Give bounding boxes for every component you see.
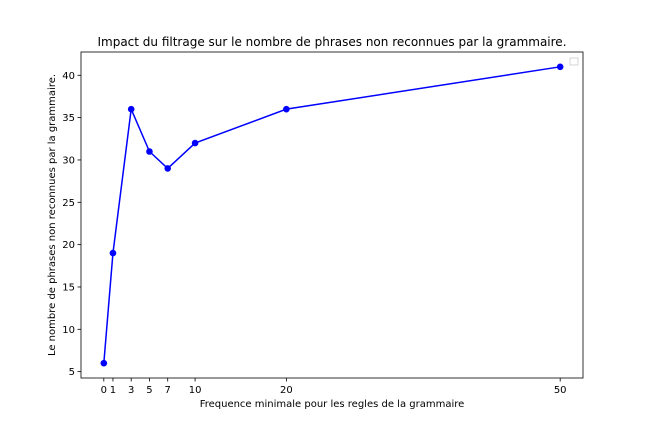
x-tick-label: 0 (101, 385, 107, 396)
data-point (127, 105, 135, 113)
data-point (191, 139, 199, 147)
y-tick-label: 35 (62, 113, 75, 124)
x-axis: 0 1 3 5 7 10 20 50 (101, 378, 567, 396)
x-tick-label: 7 (165, 385, 171, 396)
y-tick-label: 5 (69, 367, 75, 378)
y-tick-label: 25 (62, 198, 75, 209)
y-tick-label: 20 (62, 240, 75, 251)
x-tick-label: 1 (110, 385, 116, 396)
y-axis: 5 10 15 20 25 30 35 40 (62, 71, 81, 378)
x-tick-label: 10 (189, 385, 202, 396)
y-tick-label: 15 (62, 282, 75, 293)
x-tick-label: 5 (146, 385, 152, 396)
y-tick-label: 30 (62, 155, 75, 166)
data-point (109, 249, 117, 257)
data-point (146, 148, 153, 155)
y-tick-label: 10 (62, 325, 75, 336)
data-point (283, 105, 290, 113)
x-tick-label: 3 (128, 385, 134, 396)
plot-frame (80, 51, 584, 379)
data-point (100, 359, 108, 367)
x-tick-label: 50 (554, 385, 567, 396)
y-tick-label: 40 (62, 71, 75, 82)
legend-box (569, 57, 579, 66)
series-markers (100, 63, 564, 367)
x-tick-label: 20 (280, 385, 293, 396)
data-point (164, 165, 172, 172)
data-point (556, 63, 564, 71)
series-line (103, 66, 561, 364)
x-axis-label: Frequence minimale pour les regles de la… (200, 399, 465, 410)
y-axis-label: Le nombre de phrases non reconnues par l… (47, 74, 58, 356)
chart-title: Impact du filtrage sur le nombre de phra… (97, 35, 566, 49)
